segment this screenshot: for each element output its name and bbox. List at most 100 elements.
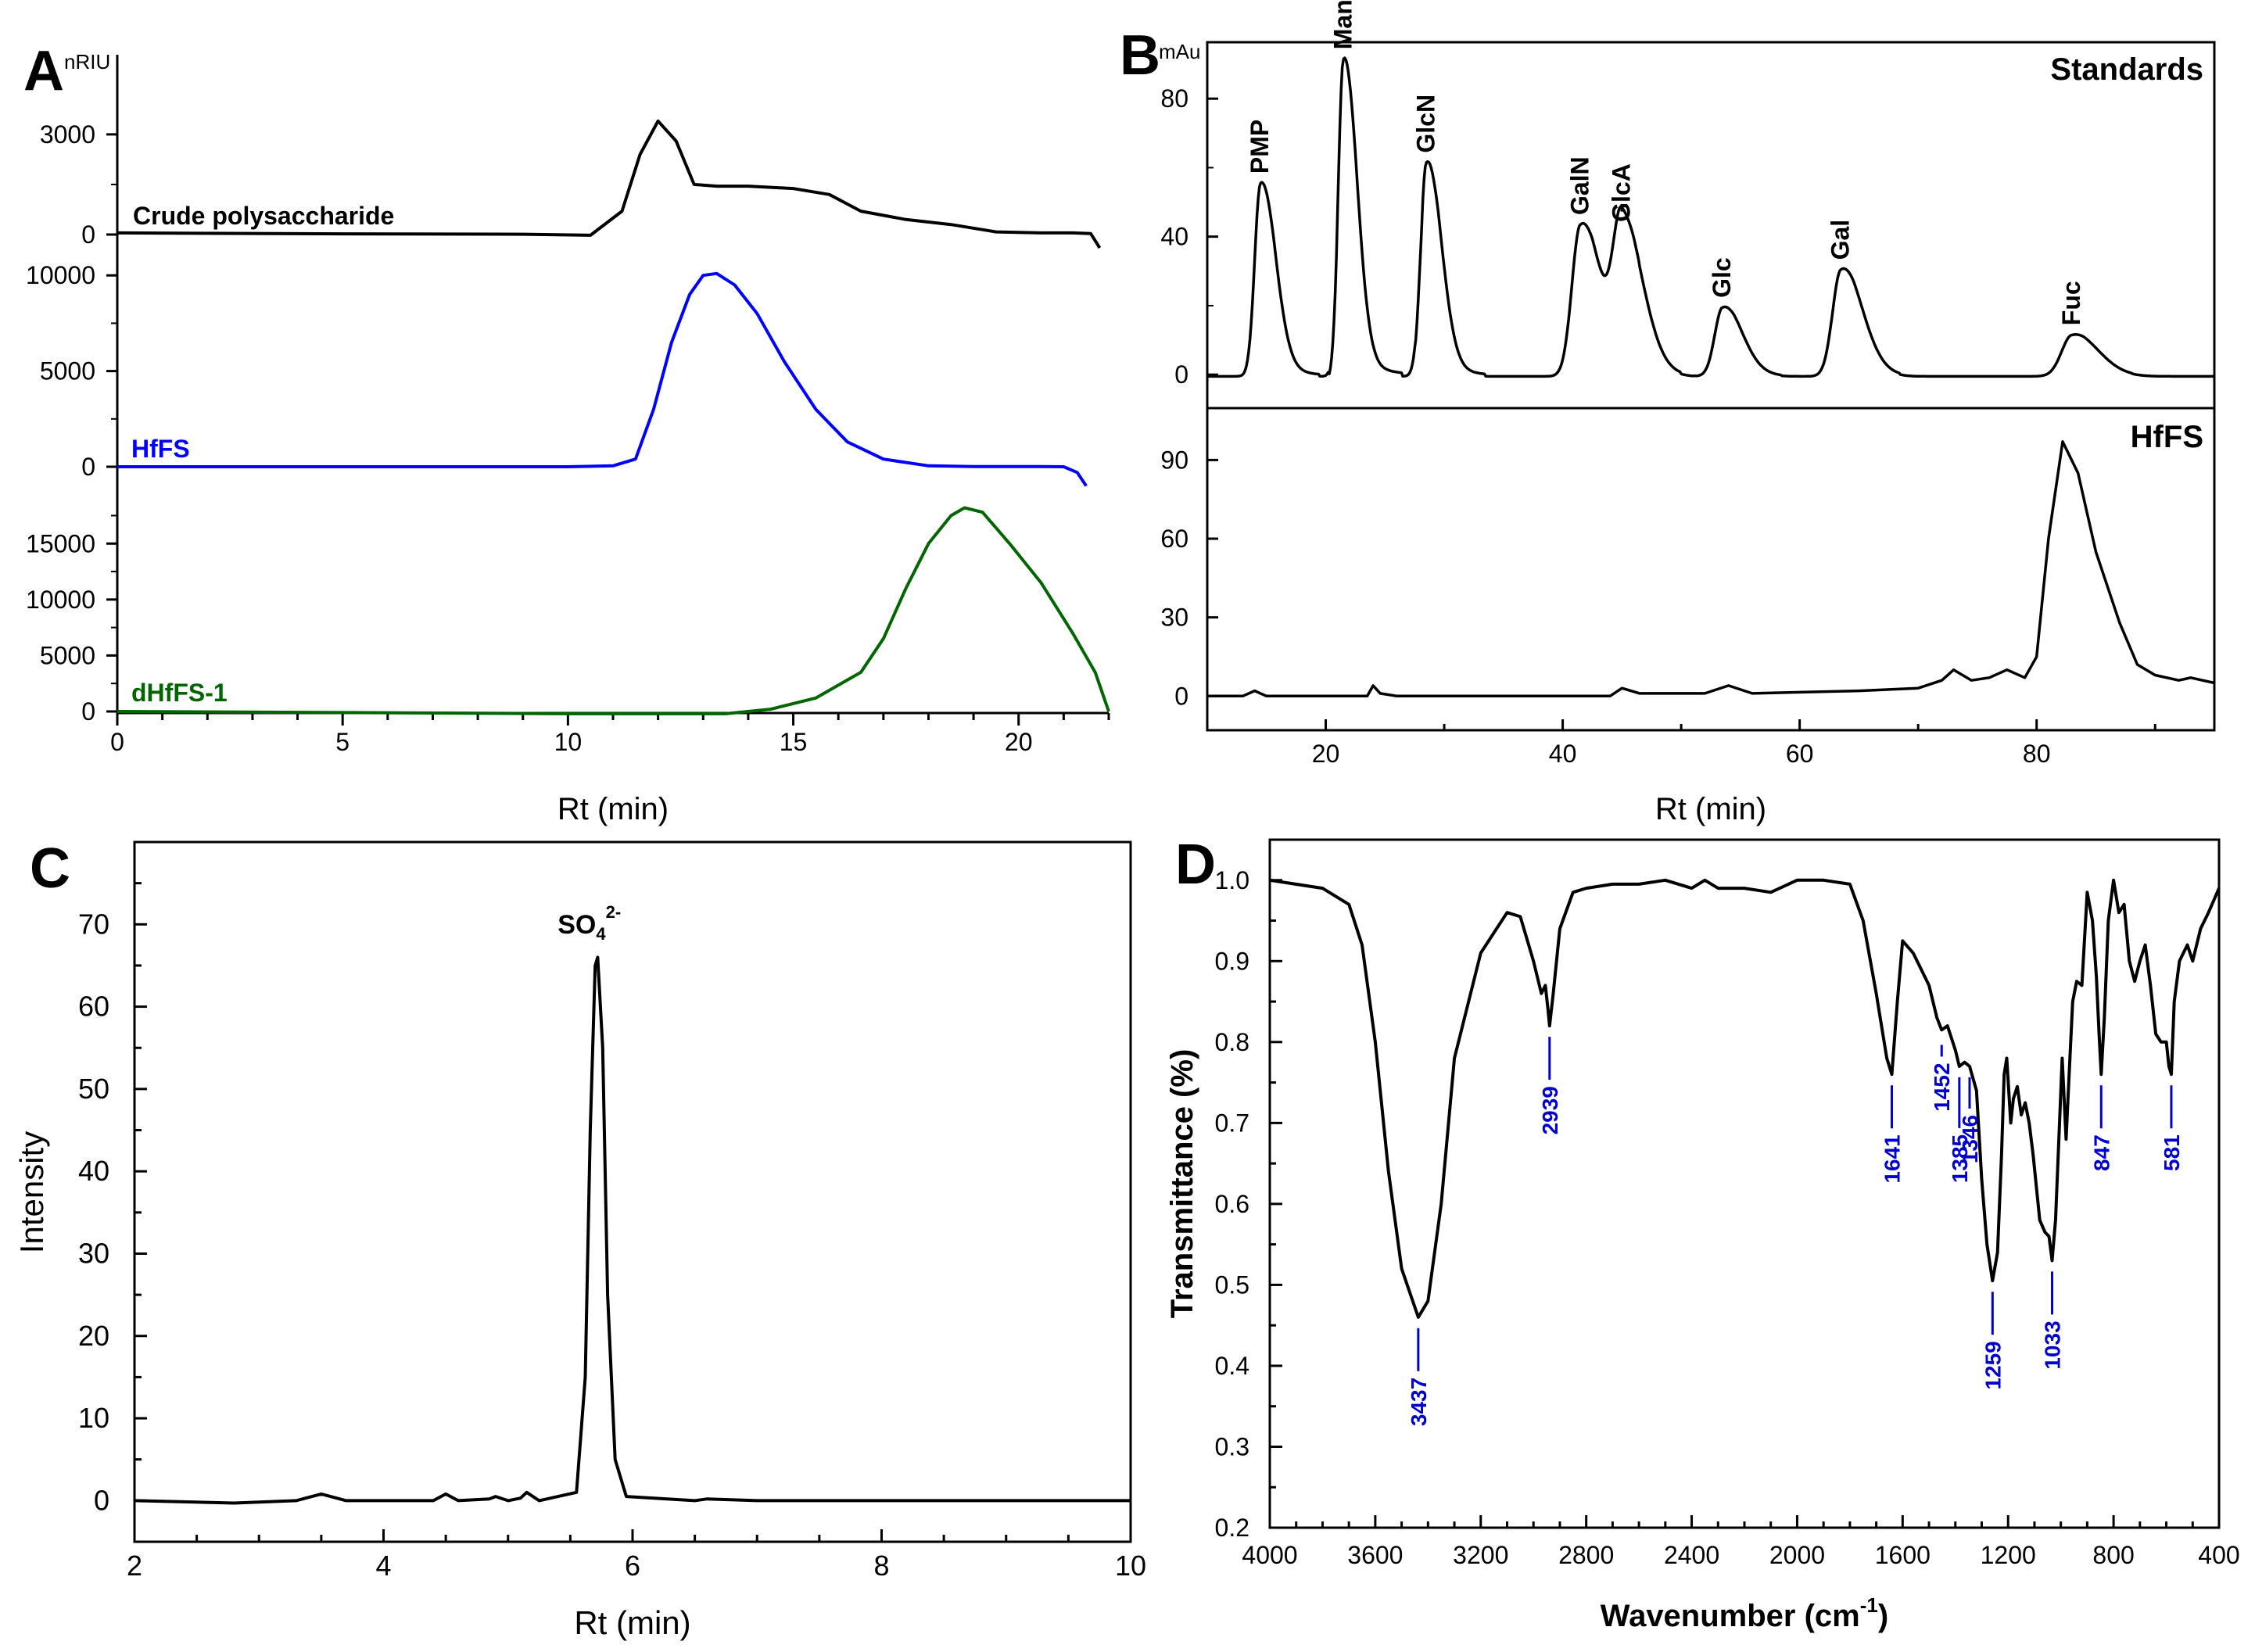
panel-c-letter: C xyxy=(30,837,70,900)
panel-a-x-tick-label: 15 xyxy=(780,728,808,756)
panel-d-peak-label: 1033 xyxy=(2041,1321,2065,1369)
panel-b-peak-label: Fuc xyxy=(2057,281,2085,325)
panel-b-standards-track: 0 40 80 PMP Man GlcN GalN GlcA Glc Gal Fuc Standard… xyxy=(1160,0,2215,389)
panel-b-peak-label: Gal xyxy=(1827,220,1855,260)
panel-d-peak-label: 847 xyxy=(2089,1134,2113,1171)
panel-d-x-tick-label: 2000 xyxy=(1769,1541,1825,1569)
panel-d-x-tick-label: 1600 xyxy=(1875,1541,1931,1569)
panel-c-x-tick-label: 10 xyxy=(1115,1550,1146,1582)
panel-c-y-tick-label: 30 xyxy=(78,1237,109,1269)
panel-a-trace-label: dHfFS-1 xyxy=(131,679,228,707)
panel-b-standards-title: Standards xyxy=(2050,52,2203,87)
panel-d-y-tick-label: 0.7 xyxy=(1215,1109,1249,1137)
panel-b-x-tick-label: 40 xyxy=(1549,740,1577,768)
panel-c-y-axis-label: Intensity xyxy=(13,1131,50,1253)
panel-c-y-tick-label: 40 xyxy=(78,1155,109,1187)
panel-d-x-axis-label: Wavenumber (cm-1) xyxy=(1601,1593,1888,1633)
panel-d-peak-label: 1259 xyxy=(1981,1341,2005,1389)
panel-d-x-axis-label-end: ) xyxy=(1878,1599,1888,1633)
panel-d-x-tick-label: 3600 xyxy=(1347,1541,1403,1569)
panel-b-x-tick-label: 60 xyxy=(1786,740,1814,768)
panel-b-std-y-tick-label: 0 xyxy=(1174,360,1188,389)
panel-d-chart: 4000 3600 3200 2800 2400 2000 1600 1200 800 400 0.… xyxy=(1215,866,2240,1569)
panel-a-trace-label: HfFS xyxy=(131,435,190,463)
panel-a-trace-0 xyxy=(117,119,1102,249)
panel-c-y-tick-label: 70 xyxy=(78,908,109,940)
panel-c-y-tick-label: 60 xyxy=(78,991,109,1023)
panel-c-x-tick-label: 4 xyxy=(375,1550,391,1582)
panel-b-unit-label: mAu xyxy=(1159,40,1200,63)
panel-b-letter: B xyxy=(1120,24,1160,87)
panel-c-y-tick-label: 0 xyxy=(94,1484,109,1516)
panel-c-y-tick-label: 20 xyxy=(78,1320,109,1352)
panel-b-x-tick-label: 20 xyxy=(1312,740,1340,768)
panel-a-y-tick-label: 3000 xyxy=(40,120,95,149)
panel-c-x-tick-label: 2 xyxy=(127,1550,142,1582)
panel-d-x-axis-label-base: Wavenumber (cm xyxy=(1601,1599,1860,1633)
panel-c-annotation-sub: 4 xyxy=(596,924,606,944)
panel-b-frame xyxy=(1206,41,2216,732)
panel-a-traces: 0 3000 Crude polysaccharide 0 5000 10000 HfFS 0… xyxy=(26,119,1110,726)
panel-b-peak-label: GlcA xyxy=(1607,163,1635,222)
panel-b-hffs-y-tick-label: 90 xyxy=(1160,446,1188,474)
panel-d-peak-label: 581 xyxy=(2160,1134,2184,1171)
panel-c-x-axis-label: Rt (min) xyxy=(574,1604,690,1641)
panel-a-x-tick-label: 0 xyxy=(110,728,124,756)
panel-b-hffs-y-tick-label: 60 xyxy=(1160,525,1188,553)
panel-a-x-axis-label: Rt (min) xyxy=(557,792,669,826)
panel-c-y-tick-label: 10 xyxy=(78,1402,109,1434)
panel-a-x-ticks: 0 5 10 15 20 xyxy=(110,713,1110,756)
panel-c-frame xyxy=(133,840,1132,1543)
panel-b-peak-label: GalN xyxy=(1565,156,1594,215)
panel-b-hffs-y-tick-label: 0 xyxy=(1174,682,1188,710)
panel-d-y-tick-label: 0.6 xyxy=(1215,1190,1249,1218)
panel-b-std-y-tick-label: 80 xyxy=(1160,84,1188,113)
panel-b-x-tick-label: 80 xyxy=(2023,740,2051,768)
panel-a-x-tick-label: 10 xyxy=(554,728,583,756)
panel-a-unit-label: nRIU xyxy=(64,50,110,73)
panel-a-y-tick-label: 10000 xyxy=(26,586,95,614)
panel-d-y-tick-label: 1.0 xyxy=(1215,866,1249,894)
panel-d-y-tick-label: 0.3 xyxy=(1215,1432,1249,1460)
panel-b: B mAu 20 40 60 80 0 40 80 PMP Man GlcN GalN GlcA Gl… xyxy=(1120,0,2216,826)
panel-b-x-ticks: 20 40 60 80 xyxy=(1206,719,2156,768)
panel-d-peak-label: 3437 xyxy=(1407,1378,1431,1426)
panel-d-x-tick-label: 2800 xyxy=(1558,1541,1614,1569)
panel-b-x-axis-label: Rt (min) xyxy=(1655,792,1766,826)
panel-d-y-axis-label: Transmittance (%) xyxy=(1165,1049,1199,1319)
panel-a-y-tick-label: 5000 xyxy=(40,641,95,669)
panel-d-x-tick-label: 400 xyxy=(2198,1541,2239,1569)
panel-a-y-tick-label: 0 xyxy=(81,697,95,726)
panel-d-peak-label: 1385 xyxy=(1948,1134,1972,1183)
panel-c-x-tick-label: 6 xyxy=(625,1550,640,1582)
panel-d-x-tick-label: 2400 xyxy=(1664,1541,1719,1569)
panel-d-peak-label: 1346 xyxy=(1958,1115,1982,1163)
panel-a-y-tick-label: 10000 xyxy=(26,261,95,289)
panel-d-y-tick-label: 0.5 xyxy=(1215,1270,1249,1299)
panel-c-peak-annotation: SO42- xyxy=(557,902,621,944)
panel-b-hffs-title: HfFS xyxy=(2131,420,2203,454)
panel-d-x-tick-label: 4000 xyxy=(1242,1541,1297,1569)
panel-d-y-tick-label: 0.9 xyxy=(1215,947,1249,975)
panel-a-y-tick-label: 0 xyxy=(81,453,95,481)
panel-d-trace xyxy=(1269,878,2221,1319)
panel-b-peak-label: Glc xyxy=(1708,257,1736,298)
panel-a-y-tick-label: 15000 xyxy=(26,529,95,557)
panel-a-letter: A xyxy=(23,40,64,102)
panel-d: D 4000 3600 3200 2800 2400 2000 1600 1200 800 400… xyxy=(1165,833,2240,1633)
panel-c-annotation-base: SO xyxy=(557,910,596,940)
panel-d-y-tick-label: 0.2 xyxy=(1215,1514,1249,1542)
panel-c-y-tick-label: 50 xyxy=(78,1073,109,1105)
panel-a-trace-2 xyxy=(117,506,1110,715)
panel-d-x-tick-label: 800 xyxy=(2092,1541,2134,1569)
panel-c-trace xyxy=(134,955,1131,1505)
panel-a-y-tick-label: 0 xyxy=(81,220,95,249)
panel-d-x-axis-label-sup: -1 xyxy=(1860,1593,1878,1617)
panel-c: C 2 4 6 8 10 0 10 20 30 40 50 60 70 SO42- Rt (min) In… xyxy=(13,837,1146,1641)
panel-c-x-tick-label: 8 xyxy=(873,1550,889,1582)
panel-a-trace-1 xyxy=(117,271,1088,487)
panel-b-standards-trace xyxy=(1206,56,2215,378)
panel-a: A nRIU 0 5 10 15 20 0 3000 Crude polysaccharid… xyxy=(23,40,1110,826)
panel-a-y-tick-label: 5000 xyxy=(40,357,95,385)
